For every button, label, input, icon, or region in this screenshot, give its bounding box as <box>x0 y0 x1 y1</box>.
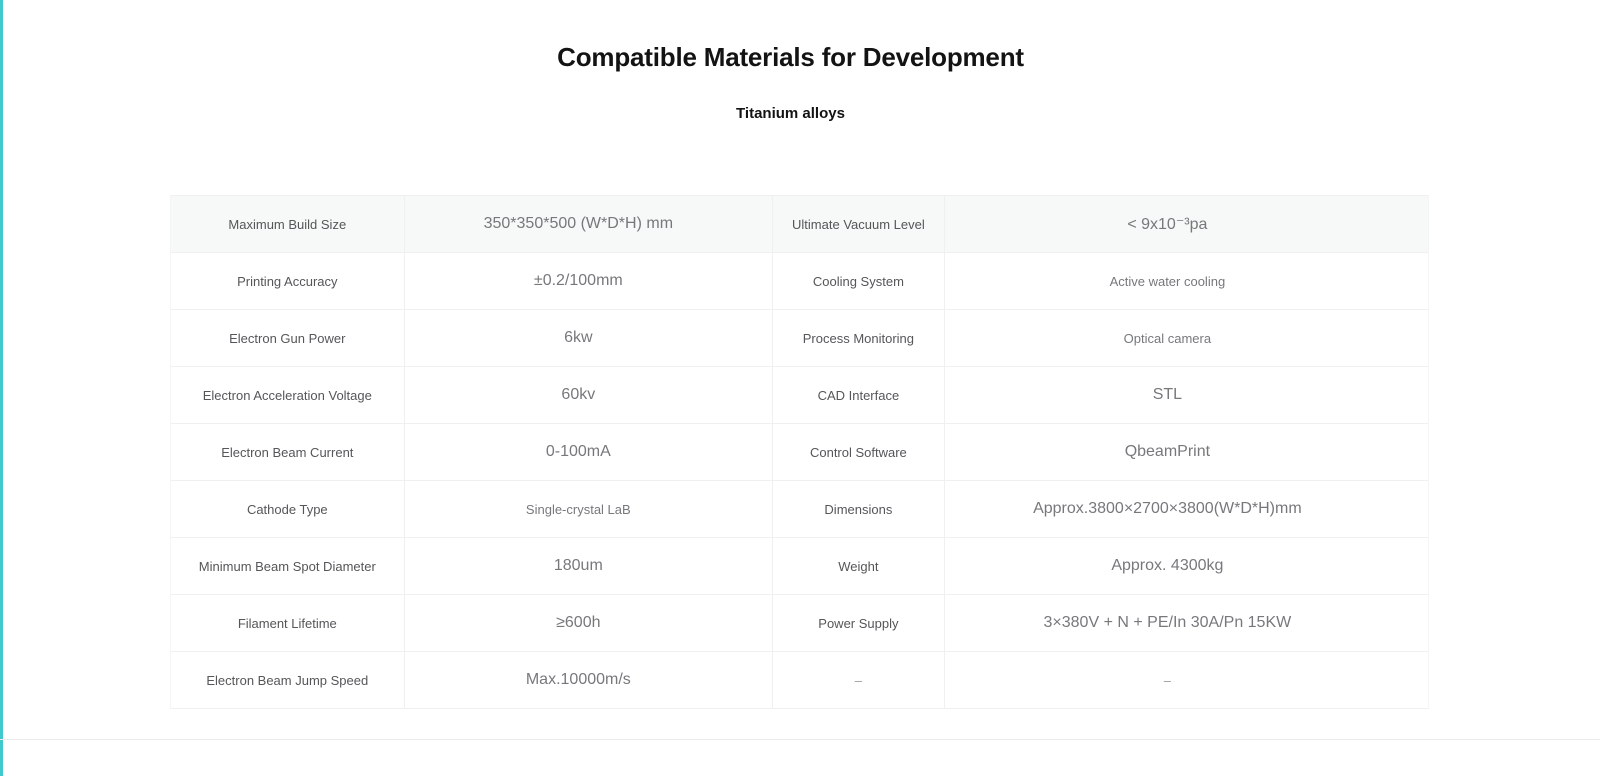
spec-label: Printing Accuracy <box>237 273 338 289</box>
spec-row: Filament Lifetime ≥600h Power Supply 3×3… <box>171 595 1428 652</box>
spec-row: Printing Accuracy ±0.2/100mm Cooling Sys… <box>171 253 1428 310</box>
spec-label: Electron Beam Jump Speed <box>206 672 369 688</box>
spec-label: Cathode Type <box>246 501 328 517</box>
spec-value: < 9x10⁻³pa <box>1127 216 1208 233</box>
spec-row: Electron Acceleration Voltage 60kv CAD I… <box>171 367 1428 424</box>
page-title: Compatible Materials for Development <box>557 42 1024 72</box>
spec-value: – <box>1163 672 1171 688</box>
spec-label: Electron Beam Current <box>221 444 354 460</box>
spec-label: Dimensions <box>824 501 893 517</box>
spec-value: 6kw <box>564 329 593 346</box>
spec-value: ±0.2/100mm <box>533 272 623 289</box>
spec-value: 350*350*500 (W*D*H) mm <box>483 215 674 232</box>
spec-value: Active water cooling <box>1109 273 1226 289</box>
spec-label: Process Monitoring <box>802 330 915 346</box>
spec-row: Maximum Build Size 350*350*500 (W*D*H) m… <box>171 196 1428 253</box>
spec-label: Filament Lifetime <box>237 615 337 631</box>
spec-table: Maximum Build Size 350*350*500 (W*D*H) m… <box>170 195 1429 709</box>
spec-row: Electron Gun Power 6kw Process Monitorin… <box>171 310 1428 367</box>
spec-label: Minimum Beam Spot Diameter <box>198 558 376 574</box>
spec-row: Electron Beam Jump Speed Max.10000m/s – … <box>171 652 1428 709</box>
section-divider <box>0 739 1600 740</box>
spec-value: Single-crystal LaB <box>525 501 631 517</box>
spec-label: Electron Acceleration Voltage <box>202 387 372 403</box>
spec-label: Ultimate Vacuum Level <box>792 216 925 232</box>
spec-value: QbeamPrint <box>1124 443 1211 460</box>
spec-label: CAD Interface <box>817 387 900 403</box>
spec-row: Electron Beam Current 0-100mA Control So… <box>171 424 1428 481</box>
spec-value: ≥600h <box>556 614 601 631</box>
left-accent-line <box>0 0 3 776</box>
spec-label: Electron Gun Power <box>229 330 346 346</box>
spec-value: 60kv <box>561 386 596 403</box>
spec-row: Cathode Type Single-crystal LaB Dimensio… <box>171 481 1428 538</box>
spec-label: Control Software <box>809 444 907 460</box>
spec-value: Approx.3800×2700×3800(W*D*H)mm <box>1033 500 1302 517</box>
spec-value: 0-100mA <box>545 443 611 460</box>
spec-label: Power Supply <box>818 615 899 631</box>
page-subtitle: Titanium alloys <box>736 105 845 122</box>
spec-value: Max.10000m/s <box>525 671 631 688</box>
spec-label: Maximum Build Size <box>228 216 347 232</box>
spec-label: Weight <box>838 558 879 574</box>
spec-value: Approx. 4300kg <box>1111 557 1224 574</box>
spec-value: 180um <box>553 557 603 574</box>
spec-row: Minimum Beam Spot Diameter 180um Weight … <box>171 538 1428 595</box>
spec-label: Cooling System <box>812 273 904 289</box>
spec-label: – <box>854 672 862 688</box>
spec-value: 3×380V + N + PE/In 30A/Pn 15KW <box>1043 614 1292 631</box>
spec-value: STL <box>1152 386 1183 403</box>
spec-value: Optical camera <box>1123 330 1212 346</box>
